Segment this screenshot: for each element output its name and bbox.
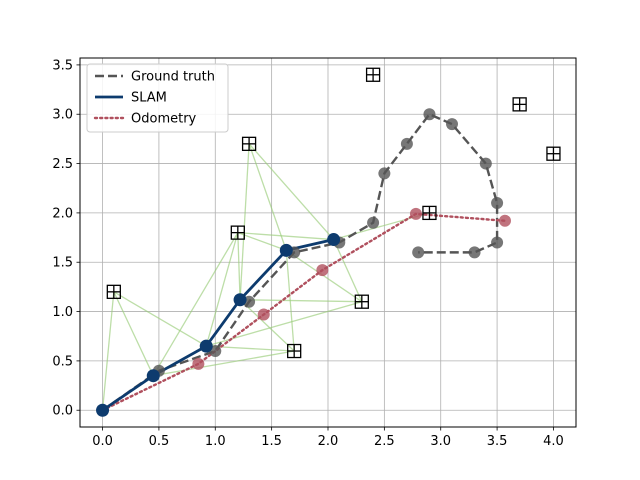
- x-tick-label: 1.5: [261, 434, 282, 449]
- observation-line: [101, 291, 115, 411]
- series-point-odometry: [316, 264, 329, 277]
- series-markers: [96, 108, 511, 417]
- observation-line: [153, 350, 295, 377]
- observation-line: [333, 239, 363, 302]
- landmark-marker: [354, 294, 369, 309]
- observation-line: [205, 232, 239, 347]
- observation-line: [237, 232, 287, 252]
- series-point-slam: [199, 339, 213, 353]
- series-point-ground-truth: [423, 108, 436, 121]
- series-line-ground-truth: [101, 113, 499, 412]
- x-tick-label: 1.0: [205, 434, 226, 449]
- landmark-marker: [106, 284, 121, 299]
- observation-line: [152, 232, 239, 377]
- series-point-ground-truth: [479, 157, 492, 170]
- landmark-markers: [106, 67, 561, 359]
- observation-line: [113, 291, 154, 376]
- landmark-marker: [422, 205, 437, 221]
- series-point-odometry: [498, 214, 511, 227]
- series-point-slam: [279, 243, 293, 257]
- observation-lines: [101, 143, 430, 411]
- observation-line: [237, 231, 334, 241]
- landmark-marker: [365, 67, 381, 82]
- series-point-ground-truth: [378, 167, 391, 180]
- series-point-odometry: [409, 207, 422, 220]
- series-point-slam: [233, 293, 247, 307]
- legend-box: [86, 63, 229, 133]
- landmark-marker: [512, 97, 527, 112]
- observation-line: [237, 232, 241, 300]
- series-point-ground-truth: [367, 216, 380, 229]
- legend-label-odometry: Odometry: [131, 112, 197, 127]
- x-tick-label: 4.0: [543, 434, 564, 449]
- x-tick-label: 3.5: [487, 434, 508, 449]
- axis-ticks: 0.0 0.5 1.0 1.5 2.0 2.5 3.0 3.5 4.0 0.0 0.5 1.0 1.5 2…: [52, 58, 563, 449]
- legend-label-slam: SLAM: [131, 91, 167, 106]
- series-point-ground-truth: [412, 246, 425, 259]
- x-tick-label: 0.0: [92, 434, 113, 449]
- series-point-slam: [327, 233, 341, 247]
- observation-line: [240, 299, 362, 303]
- observation-line: [285, 249, 363, 303]
- observation-line: [113, 291, 207, 347]
- x-tick-label: 3.0: [430, 434, 451, 449]
- series-point-odometry: [192, 357, 205, 370]
- series-line-odometry: [101, 212, 507, 412]
- y-tick-label: 0.0: [52, 404, 73, 419]
- landmark-marker: [287, 343, 302, 359]
- series-point-ground-truth: [491, 236, 504, 249]
- y-tick-label: 3.5: [52, 58, 73, 73]
- observation-line: [248, 143, 287, 251]
- observation-line: [239, 299, 295, 352]
- landmark-marker: [230, 225, 245, 240]
- landmark-marker: [546, 146, 561, 161]
- x-tick-label: 2.0: [318, 434, 339, 449]
- observation-line: [239, 143, 250, 300]
- series-point-odometry: [257, 308, 270, 321]
- y-tick-label: 2.0: [52, 206, 73, 221]
- landmark-marker: [241, 136, 257, 151]
- y-tick-label: 2.5: [52, 157, 73, 172]
- series-point-ground-truth: [446, 118, 458, 131]
- legend: Ground truth SLAM Odometry: [86, 63, 229, 133]
- observation-line: [248, 143, 335, 240]
- observation-line: [285, 250, 295, 352]
- series-point-ground-truth: [468, 246, 481, 259]
- y-tick-label: 1.5: [52, 256, 73, 271]
- series-point-ground-truth: [400, 137, 413, 150]
- legend-label-ground-truth: Ground truth: [131, 70, 215, 85]
- series-point-ground-truth: [491, 197, 504, 210]
- x-tick-label: 0.5: [149, 434, 170, 449]
- y-tick-label: 0.5: [52, 354, 73, 369]
- y-tick-label: 3.0: [52, 108, 73, 123]
- series-point-slam: [96, 403, 110, 417]
- x-tick-label: 2.5: [374, 434, 395, 449]
- series-point-slam: [146, 369, 160, 383]
- y-tick-label: 1.0: [52, 305, 73, 320]
